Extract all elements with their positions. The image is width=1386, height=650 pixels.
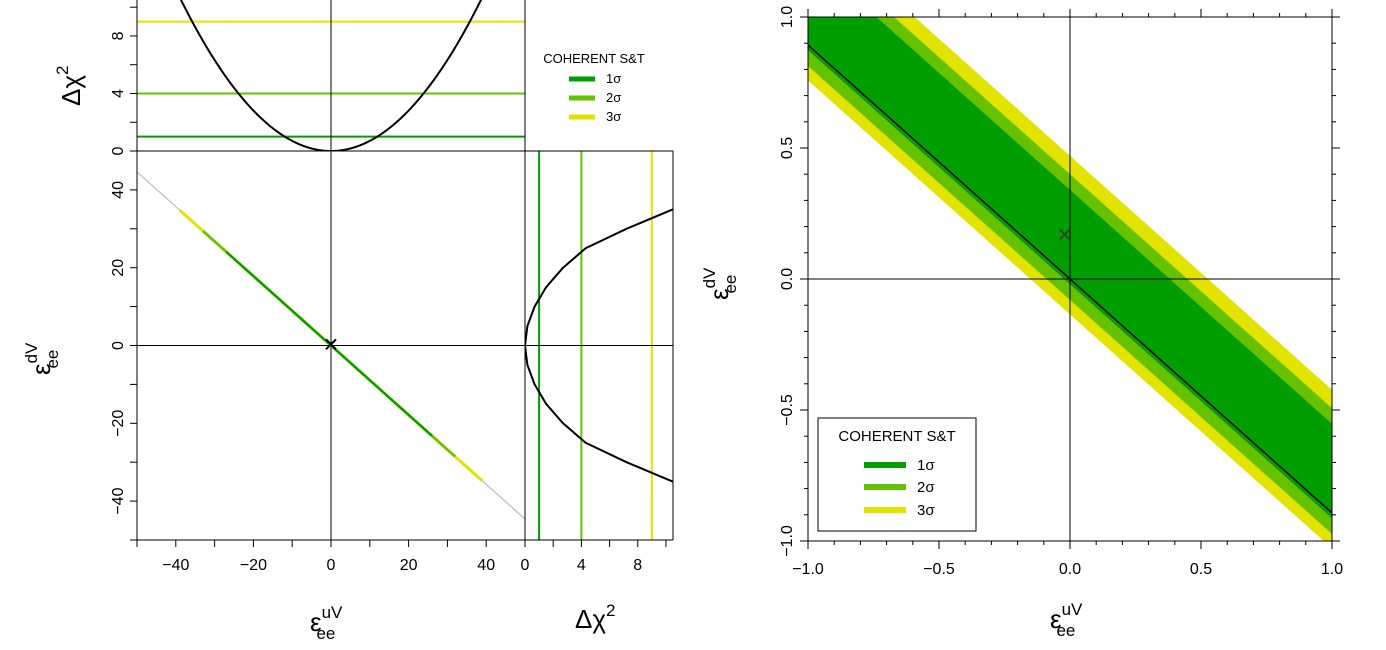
main-xtick-label: −40 <box>162 557 189 574</box>
zoom-ytick-label: 0.0 <box>779 268 796 290</box>
legend-large: COHERENT S&T 1σ 2σ 3σ <box>817 417 977 532</box>
zoom-xtick-label: −0.5 <box>923 561 955 578</box>
right-profile-curve <box>525 208 673 483</box>
right-profile-panel: 0 4 8 <box>521 150 674 574</box>
zoom-center-line <box>808 44 1332 514</box>
legend-small-title: COHERENT S&T <box>543 51 645 66</box>
top-ytick-label: 8 <box>110 31 127 40</box>
main-band-panel: −40 −20 0 20 40 −40 −20 0 20 40 <box>110 150 526 574</box>
zoom-band-panel: −1.0 −0.5 0.0 0.5 1.0 −1.0 −0.5 0.0 0.5 1.0 <box>779 6 1343 578</box>
zoom-ytick-label: −0.5 <box>779 394 796 426</box>
legend-small-label-3: 3σ <box>606 109 621 124</box>
main-ytick-label: 40 <box>110 181 127 199</box>
legend-small: COHERENT S&T 1σ 2σ 3σ <box>543 51 645 124</box>
zoom-ytick-label: 1.0 <box>779 6 796 28</box>
xlabel-zoom: εuV ee <box>1050 600 1083 640</box>
right-xtick-label: 0 <box>521 557 530 574</box>
legend-large-label-2: 2σ <box>917 479 935 496</box>
ylabel-main: εdV ee <box>22 342 62 375</box>
main-ytick-label: −40 <box>110 487 127 514</box>
main-ytick-label: −20 <box>110 410 127 437</box>
main-xtick-label: 20 <box>400 557 418 574</box>
top-profile-panel: 0 4 8 <box>110 0 526 155</box>
zoom-xtick-label: 0.0 <box>1059 561 1081 578</box>
zoom-xtick-label: −1.0 <box>792 561 824 578</box>
zoom-ytick-label: 0.5 <box>779 137 796 159</box>
zoom-xtick-label: 1.0 <box>1321 561 1343 578</box>
xlabel-main: εuV ee <box>310 603 343 643</box>
main-best-fit-marker <box>325 338 337 351</box>
top-plot-area <box>137 0 525 151</box>
zoom-xtick-label: 0.5 <box>1190 561 1212 578</box>
ylabel-top-profile: Δχ2 <box>53 66 86 106</box>
main-xtick-label: 0 <box>327 557 336 574</box>
right-xtick-label: 8 <box>633 557 642 574</box>
zoom-best-fit-marker <box>1059 228 1071 240</box>
main-ytick-label: 0 <box>110 341 127 350</box>
ylabel-zoom: εdV ee <box>700 267 740 300</box>
main-ytick-label: 20 <box>110 259 127 277</box>
top-ytick-label: 4 <box>110 89 127 98</box>
main-xtick-label: −20 <box>240 557 267 574</box>
right-plot-area <box>525 151 673 540</box>
legend-large-label-3: 3σ <box>917 502 935 519</box>
zoom-plot-area <box>808 17 1332 541</box>
right-xtick-label: 4 <box>577 557 586 574</box>
zoom-ytick-label: −1.0 <box>779 525 796 557</box>
top-ytick-label: 0 <box>110 146 127 155</box>
main-xtick-label: 40 <box>477 557 495 574</box>
legend-small-label-2: 2σ <box>606 90 621 105</box>
legend-large-title: COHERENT S&T <box>838 428 955 445</box>
xlabel-right-profile: Δχ2 <box>575 601 615 634</box>
top-profile-curve <box>179 0 483 151</box>
legend-large-label-1: 1σ <box>917 457 935 474</box>
legend-small-label-1: 1σ <box>606 71 621 86</box>
